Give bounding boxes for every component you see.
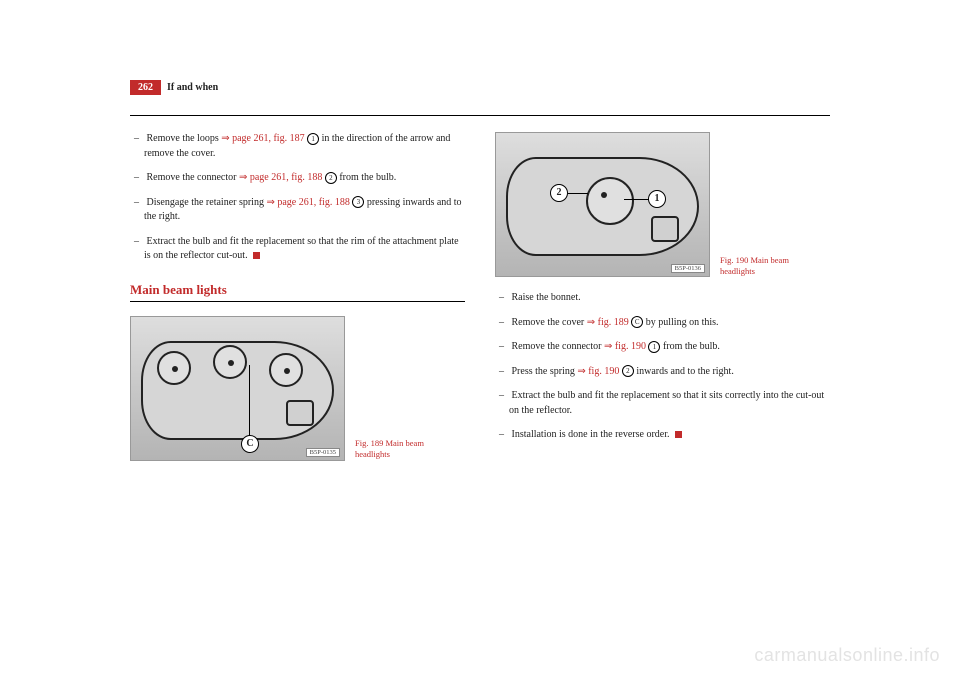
bullet-dash: –: [499, 340, 509, 355]
figure-189-caption: Fig. 189 Main beam headlights: [355, 438, 435, 460]
headlight-outline: [506, 157, 699, 256]
cross-ref: ⇒ fig. 189: [587, 317, 629, 328]
step-text: Remove the connector: [512, 341, 604, 352]
image-code: B5P-0136: [671, 264, 705, 273]
step: – Extract the bulb and fit the replaceme…: [130, 235, 465, 264]
step-text: Disengage the retainer spring: [147, 197, 267, 208]
watermark: carmanualsonline.info: [754, 645, 940, 666]
headlight-outline: [141, 341, 334, 440]
step: – Raise the bonnet.: [495, 291, 830, 306]
bullet-dash: –: [134, 171, 144, 186]
connector-port-icon: [651, 216, 679, 242]
subsection-heading: Main beam lights: [130, 282, 465, 302]
step-text: Raise the bonnet.: [512, 292, 581, 303]
bullet-dash: –: [499, 291, 509, 306]
step: – Disengage the retainer spring ⇒ page 2…: [130, 196, 465, 225]
callout-ref: 2: [325, 172, 337, 184]
lamp-socket-icon: [157, 351, 191, 385]
step: – Press the spring ⇒ fig. 190 2 inwards …: [495, 365, 830, 380]
step-text: Remove the connector: [147, 172, 239, 183]
step: – Remove the connector ⇒ page 261, fig. …: [130, 171, 465, 186]
page-number-badge: 262: [130, 80, 161, 95]
figure-190-caption: Fig. 190 Main beam headlights: [720, 255, 800, 277]
step-text: Extract the bulb and fit the replacement…: [509, 390, 824, 416]
bullet-dash: –: [499, 316, 509, 331]
bullet-dash: –: [499, 389, 509, 404]
step: – Installation is done in the reverse or…: [495, 428, 830, 443]
left-column: – Remove the loops ⇒ page 261, fig. 187 …: [130, 132, 465, 475]
cross-ref: ⇒ page 261, fig. 188: [266, 197, 349, 208]
figure-190-image: 2 1 B5P-0136: [495, 132, 710, 277]
cross-ref: ⇒ fig. 190: [577, 366, 619, 377]
right-column: 2 1 B5P-0136 Fig. 190 Main beam headligh…: [495, 132, 830, 475]
step-text: Installation is done in the reverse orde…: [512, 429, 670, 440]
callout-ref: 3: [352, 196, 364, 208]
callout-ref: 1: [307, 133, 319, 145]
cross-ref: ⇒ fig. 190: [604, 341, 646, 352]
bullet-dash: –: [499, 428, 509, 443]
callout-line: [624, 199, 650, 200]
step: – Remove the cover ⇒ fig. 189 C by pulli…: [495, 316, 830, 331]
connector-port-icon: [286, 400, 314, 426]
callout-ref: 1: [648, 341, 660, 353]
step-text: Extract the bulb and fit the replacement…: [144, 236, 459, 262]
lamp-socket-icon: [586, 177, 634, 225]
bullet-dash: –: [134, 235, 144, 250]
header-rule: [130, 115, 830, 116]
end-of-procedure-icon: [675, 431, 682, 438]
image-code: B5P-0135: [306, 448, 340, 457]
lamp-socket-icon: [213, 345, 247, 379]
step-text: from the bulb.: [663, 341, 720, 352]
bullet-dash: –: [499, 365, 509, 380]
figure-189-block: C B5P-0135 Fig. 189 Main beam headlights: [130, 316, 465, 461]
step-text: Remove the loops: [147, 133, 222, 144]
section-title: If and when: [167, 82, 218, 93]
figure-callout: 2: [550, 184, 568, 202]
figure-189-image: C B5P-0135: [130, 316, 345, 461]
callout-ref: 2: [622, 365, 634, 377]
bullet-dash: –: [134, 196, 144, 211]
figure-callout: 1: [648, 190, 666, 208]
step-text: from the bulb.: [339, 172, 396, 183]
step-text: Press the spring: [512, 366, 578, 377]
lamp-socket-icon: [269, 353, 303, 387]
callout-line: [249, 365, 250, 437]
callout-ref: C: [631, 316, 643, 328]
figure-190-block: 2 1 B5P-0136 Fig. 190 Main beam headligh…: [495, 132, 830, 277]
step-text: Remove the cover: [512, 317, 587, 328]
cross-ref: ⇒ page 261, fig. 187: [221, 133, 304, 144]
bullet-dash: –: [134, 132, 144, 147]
callout-line: [568, 193, 588, 194]
step: – Extract the bulb and fit the replaceme…: [495, 389, 830, 418]
page-header: 262 If and when: [130, 80, 830, 95]
step: – Remove the connector ⇒ fig. 190 1 from…: [495, 340, 830, 355]
content-columns: – Remove the loops ⇒ page 261, fig. 187 …: [130, 132, 830, 475]
manual-page: 262 If and when – Remove the loops ⇒ pag…: [0, 0, 960, 678]
step: – Remove the loops ⇒ page 261, fig. 187 …: [130, 132, 465, 161]
step-text: inwards and to the right.: [636, 366, 733, 377]
step-text: by pulling on this.: [646, 317, 719, 328]
end-of-procedure-icon: [253, 252, 260, 259]
figure-callout: C: [241, 435, 259, 453]
cross-ref: ⇒ page 261, fig. 188: [239, 172, 322, 183]
